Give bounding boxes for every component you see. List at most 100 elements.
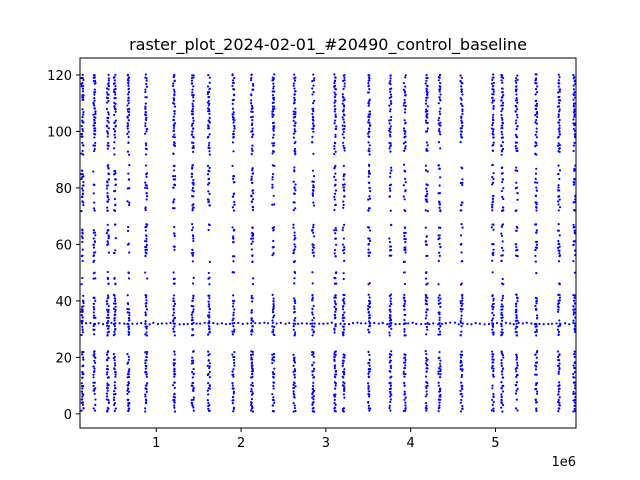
spike-point bbox=[367, 135, 370, 138]
spike-point bbox=[534, 79, 537, 82]
spike-point bbox=[460, 310, 463, 313]
spike-point bbox=[107, 198, 110, 201]
spike-point bbox=[92, 302, 96, 305]
spike-point bbox=[173, 74, 176, 77]
spike-point bbox=[273, 372, 276, 376]
spike-point bbox=[311, 141, 314, 144]
spike-point bbox=[403, 390, 406, 393]
spike-point bbox=[426, 328, 429, 331]
spike-point bbox=[535, 382, 538, 385]
spike-point bbox=[127, 119, 130, 122]
spike-point bbox=[172, 327, 175, 331]
spike-point bbox=[534, 398, 537, 402]
spike-point bbox=[491, 124, 494, 127]
spike-point bbox=[94, 234, 97, 237]
spike-point bbox=[207, 119, 210, 122]
spike-point bbox=[82, 294, 85, 297]
spike-point bbox=[114, 223, 117, 226]
spike-point bbox=[81, 141, 84, 144]
spike-point bbox=[93, 88, 96, 91]
spike-point bbox=[293, 79, 297, 82]
spike-point bbox=[342, 277, 345, 281]
spike-point bbox=[251, 384, 255, 387]
spike-point bbox=[501, 195, 504, 199]
spike-point bbox=[173, 136, 176, 139]
spike-point bbox=[191, 311, 194, 314]
spike-point bbox=[502, 376, 505, 379]
spike-point bbox=[572, 84, 575, 87]
spike-point bbox=[190, 252, 193, 255]
spike-point bbox=[515, 90, 518, 93]
spike-point bbox=[251, 206, 254, 209]
spike-point bbox=[191, 322, 194, 325]
spike-point bbox=[556, 105, 560, 108]
spike-point bbox=[81, 96, 84, 99]
spike-point bbox=[114, 110, 117, 113]
spike-point bbox=[322, 322, 325, 325]
spike-point bbox=[82, 111, 85, 114]
spike-point bbox=[367, 350, 370, 353]
spike-point bbox=[127, 135, 130, 139]
spike-point bbox=[389, 409, 392, 412]
spike-point bbox=[334, 135, 337, 139]
spike-point bbox=[82, 385, 85, 388]
spike-point bbox=[342, 164, 345, 168]
spike-point bbox=[460, 330, 463, 333]
spike-point bbox=[144, 96, 147, 99]
spike-point bbox=[192, 308, 195, 311]
spike-point bbox=[92, 207, 96, 210]
spike-point bbox=[404, 130, 407, 133]
spike-point bbox=[573, 311, 576, 314]
spike-point bbox=[173, 367, 176, 370]
spike-point bbox=[173, 302, 177, 306]
spike-point bbox=[426, 364, 429, 367]
spike-point bbox=[94, 403, 97, 407]
spike-point bbox=[92, 328, 95, 331]
spike-point bbox=[502, 209, 505, 212]
spike-point bbox=[80, 322, 84, 325]
spike-point bbox=[113, 381, 116, 384]
spike-point bbox=[333, 84, 337, 87]
spike-point bbox=[208, 325, 211, 328]
spike-point bbox=[293, 297, 296, 300]
spike-point bbox=[173, 353, 176, 356]
spike-point bbox=[81, 403, 85, 406]
spike-point bbox=[491, 303, 494, 306]
spike-point bbox=[107, 325, 110, 328]
spike-point bbox=[390, 327, 393, 330]
spike-point bbox=[572, 308, 575, 311]
spike-point bbox=[535, 130, 538, 133]
spike-point bbox=[460, 81, 463, 84]
spike-point bbox=[439, 85, 442, 89]
spike-point bbox=[557, 136, 560, 139]
spike-point bbox=[107, 73, 110, 76]
spike-point bbox=[233, 124, 236, 127]
spike-point bbox=[93, 240, 97, 243]
spike-point bbox=[534, 93, 537, 96]
spike-point bbox=[424, 226, 427, 229]
spike-point bbox=[190, 110, 194, 113]
spike-point bbox=[81, 376, 84, 379]
spike-point bbox=[459, 97, 462, 100]
spike-point bbox=[113, 402, 116, 405]
spike-point bbox=[146, 223, 149, 226]
spike-point bbox=[403, 149, 406, 152]
spike-point bbox=[333, 355, 336, 358]
spike-point bbox=[126, 387, 130, 390]
spike-point bbox=[192, 190, 195, 193]
spike-point bbox=[127, 390, 131, 393]
spike-point bbox=[105, 373, 109, 376]
spike-point bbox=[144, 153, 148, 156]
spike-point bbox=[250, 116, 253, 119]
spike-point bbox=[190, 79, 194, 82]
spike-point bbox=[312, 395, 315, 398]
spike-point bbox=[525, 321, 528, 324]
spike-point bbox=[572, 319, 575, 322]
spike-point bbox=[461, 183, 464, 187]
spike-point bbox=[113, 141, 116, 144]
spike-point bbox=[93, 76, 96, 79]
spike-point bbox=[438, 129, 441, 133]
spike-point bbox=[407, 322, 410, 325]
spike-point bbox=[514, 330, 517, 333]
spike-point bbox=[388, 361, 391, 364]
